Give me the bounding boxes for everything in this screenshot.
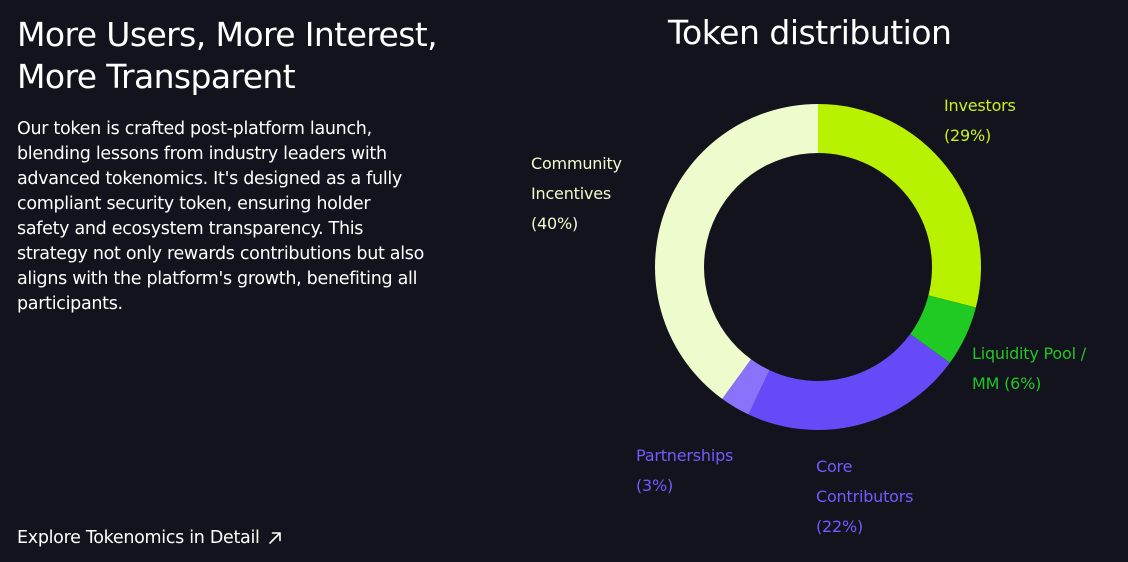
chart-title: Token distribution — [668, 13, 952, 52]
slice-label-community-incentives: Community Incentives (40%) — [531, 149, 622, 239]
slice-label-line: Contributors — [816, 487, 914, 506]
slice-label-line: Incentives — [531, 184, 612, 203]
slice-label-line: MM (6%) — [972, 374, 1042, 393]
slice-label-line: (22%) — [816, 517, 864, 536]
donut-slice-partnerships — [722, 359, 770, 415]
description-line: advanced tokenomics. It's designed as a … — [17, 169, 403, 189]
description-line: aligns with the platform's growth, benef… — [17, 269, 418, 289]
headline-line-1: More Users, More Interest, — [17, 15, 438, 54]
slice-label-line: Liquidity Pool / — [972, 344, 1086, 363]
slice-label-investors: Investors (29%) — [944, 91, 1016, 151]
headline: More Users, More Interest, More Transpar… — [17, 14, 487, 98]
description-line: Our token is crafted post-platform launc… — [17, 119, 372, 139]
description-line: participants. — [17, 294, 123, 314]
slice-label-line: (29%) — [944, 126, 992, 145]
donut-slice-core — [748, 334, 950, 430]
donut-slice-community — [654, 104, 818, 399]
donut-slice-investors — [818, 104, 981, 308]
description: Our token is crafted post-platform launc… — [17, 117, 477, 317]
description-line: safety and ecosystem transparency. This — [17, 219, 364, 239]
donut-slice-liquidity — [910, 295, 976, 363]
arrow-up-right-icon — [268, 532, 281, 544]
slice-label-line: Core — [816, 457, 853, 476]
slice-label-partnerships: Partnerships (3%) — [636, 441, 733, 501]
slice-label-line: Community — [531, 154, 622, 173]
slice-label-liquidity: Liquidity Pool / MM (6%) — [972, 339, 1086, 399]
description-line: strategy not only rewards contributions … — [17, 244, 425, 264]
description-line: compliant security token, ensuring holde… — [17, 194, 371, 214]
explore-tokenomics-label: Explore Tokenomics in Detail — [17, 528, 260, 548]
slice-label-line: (40%) — [531, 214, 579, 233]
description-line: blending lessons from industry leaders w… — [17, 144, 387, 164]
slice-label-line: Investors — [944, 96, 1016, 115]
headline-line-2: More Transparent — [17, 57, 296, 96]
slice-label-line: Partnerships — [636, 446, 734, 465]
slice-label-core-contributors: Core Contributors (22%) — [816, 452, 913, 542]
explore-tokenomics-link[interactable]: Explore Tokenomics in Detail — [17, 526, 282, 550]
slice-label-line: (3%) — [636, 476, 674, 495]
